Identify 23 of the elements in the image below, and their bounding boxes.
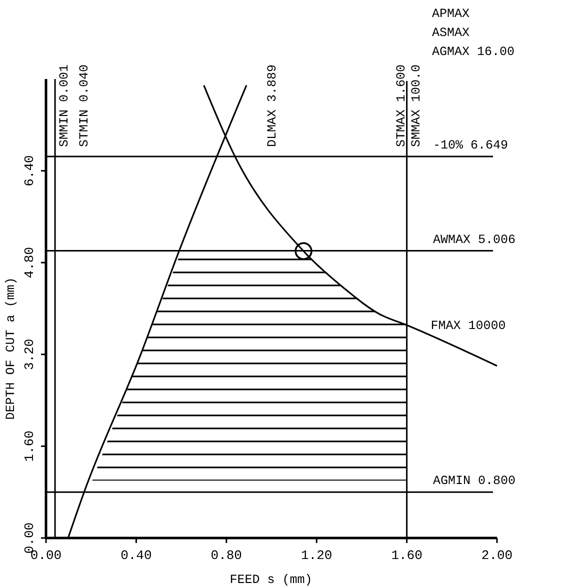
x-tick-label: 1.20 — [300, 548, 332, 563]
annotation: DLMAX 3.889 — [265, 64, 280, 147]
x-tick-label: 0.80 — [210, 548, 242, 563]
annotation: SMMIN 0.001 — [57, 64, 72, 147]
x-tick-label: 1.60 — [391, 548, 422, 563]
y-tick-label: 4.80 — [22, 246, 37, 278]
x-tick-label: 0.40 — [120, 548, 152, 563]
y-tick-label: 1.60 — [22, 430, 37, 462]
y-tick-label: 6.40 — [22, 155, 37, 186]
y-tick-label: 3.20 — [22, 338, 37, 370]
x-tick-label: 2.00 — [481, 548, 513, 563]
annotation: SMMAX 100.0 — [409, 64, 424, 147]
text: AGMAX 16.00 — [432, 45, 515, 59]
ref-line-label: AWMAX 5.006 — [433, 232, 516, 247]
annotation: FMAX 10000 — [430, 319, 506, 334]
text: ASMAX — [432, 26, 470, 40]
ref-line-label: -10% 6.649 — [433, 138, 508, 153]
x-axis-title: FEED s (mm) — [230, 573, 312, 587]
ref-line-label: AGMIN 0.800 — [433, 474, 516, 488]
ref-line-label: STMAX 1.600 — [394, 64, 408, 147]
ref-line-label: STMIN 0.040 — [77, 64, 92, 147]
text: APMAX — [432, 7, 470, 21]
y-axis-title: DEPTH OF CUT a (mm) — [4, 277, 18, 420]
